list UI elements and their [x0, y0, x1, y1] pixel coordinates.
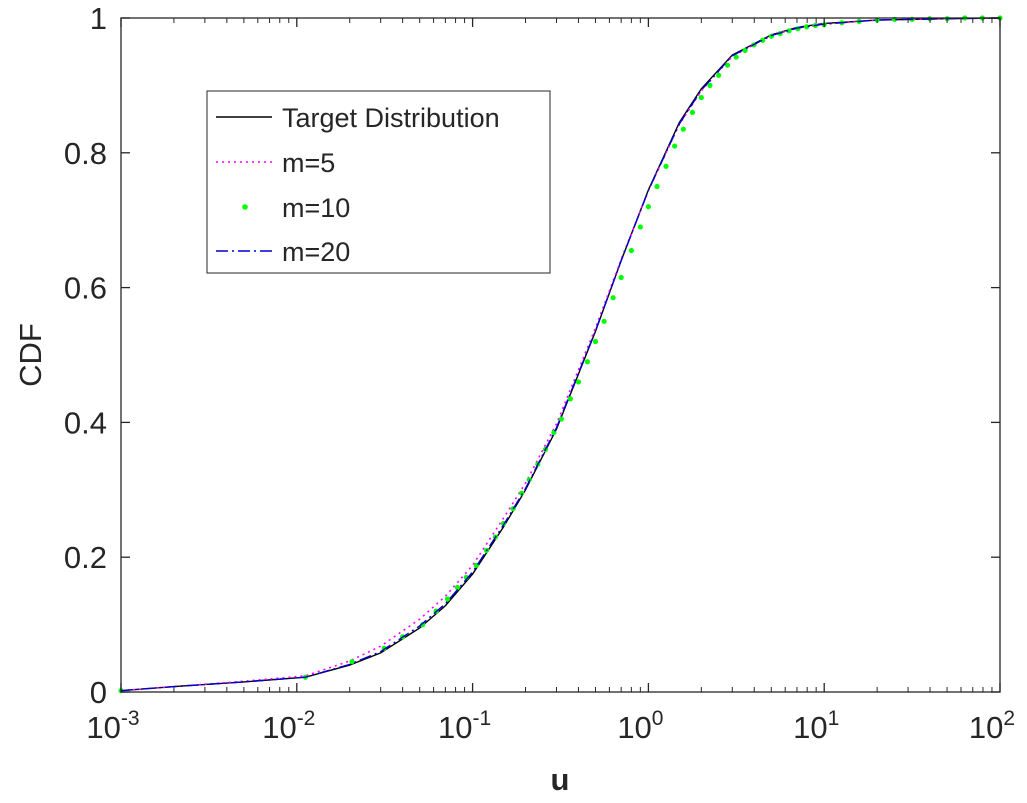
- x-tick-label: 100: [617, 707, 663, 745]
- data-point: [349, 659, 355, 665]
- data-point: [803, 24, 810, 30]
- x-tick-base: 10: [86, 710, 120, 745]
- x-tick-base: 10: [617, 710, 651, 745]
- data-point: [689, 109, 696, 115]
- data-point: [786, 28, 792, 34]
- legend: Target Distribution m=5 m=10 m=20: [206, 90, 551, 274]
- y-axis-title: CDF: [13, 323, 48, 387]
- x-tick-exponent: 0: [652, 707, 664, 730]
- legend-box: [206, 90, 551, 274]
- x-tick-base: 10: [793, 710, 827, 745]
- x-tick-label: 101: [793, 707, 839, 745]
- data-point: [628, 247, 634, 254]
- y-tick-label: 0.6: [64, 271, 107, 306]
- x-tick-label: 102: [969, 707, 1015, 745]
- x-tick-base: 10: [438, 710, 472, 745]
- x-tick-label: 10-1: [438, 707, 491, 745]
- data-point: [716, 72, 722, 78]
- data-point: [519, 490, 525, 496]
- data-point: [558, 416, 565, 422]
- series-m-20-line: [120, 17, 1001, 692]
- y-tick-label: 0.8: [64, 136, 107, 171]
- data-point: [601, 318, 607, 324]
- y-tick-label: 1: [90, 1, 107, 36]
- legend-label-target-distribution: Target Distribution: [282, 103, 500, 133]
- data-point: [724, 62, 731, 68]
- data-point: [444, 596, 451, 602]
- x-tick-exponent: 2: [1003, 707, 1015, 730]
- data-point: [672, 143, 678, 149]
- data-point: [618, 274, 624, 281]
- x-tick-base: 10: [969, 710, 1003, 745]
- x-tick-exponent: 1: [828, 707, 840, 730]
- x-axis-title: u: [551, 762, 570, 797]
- data-point: [645, 204, 652, 210]
- legend-swatch-m-10: [242, 204, 248, 210]
- data-point: [637, 224, 643, 230]
- x-tick-base: 10: [262, 710, 296, 745]
- y-tick-label: 0: [90, 675, 107, 710]
- y-tick-label: 0.2: [64, 540, 107, 575]
- data-point: [420, 622, 426, 628]
- data-point: [592, 338, 599, 345]
- y-tick-label: 0.4: [64, 405, 107, 440]
- data-point: [567, 396, 573, 402]
- data-point: [733, 54, 739, 60]
- data-point: [707, 82, 713, 88]
- data-point: [760, 37, 766, 43]
- data-point: [663, 163, 669, 169]
- legend-label-m-10: m=10: [282, 193, 350, 223]
- plot-frame: [120, 17, 1001, 693]
- data-point: [575, 379, 582, 385]
- data-point: [680, 126, 686, 132]
- x-tick-exponent: -1: [472, 707, 491, 730]
- y-axis: 0 0.2 0.4 0.6 0.8 1: [64, 1, 1000, 710]
- x-tick-label: 10-3: [86, 707, 139, 745]
- series-layer: [118, 15, 1003, 694]
- legend-items: Target Distribution m=5 m=10 m=20: [216, 103, 500, 267]
- x-tick-exponent: -2: [297, 707, 316, 730]
- data-point: [610, 295, 616, 301]
- data-point: [584, 359, 591, 365]
- data-point: [654, 183, 660, 190]
- legend-label-m-5: m=5: [282, 148, 335, 178]
- x-axis: 10-3 10-2 10-1 100 101 102: [86, 18, 1015, 745]
- x-tick-label: 10-2: [262, 707, 315, 745]
- data-point: [698, 94, 704, 101]
- data-point: [454, 584, 461, 591]
- x-tick-exponent: -3: [121, 707, 140, 730]
- legend-label-m-20: m=20: [282, 237, 350, 267]
